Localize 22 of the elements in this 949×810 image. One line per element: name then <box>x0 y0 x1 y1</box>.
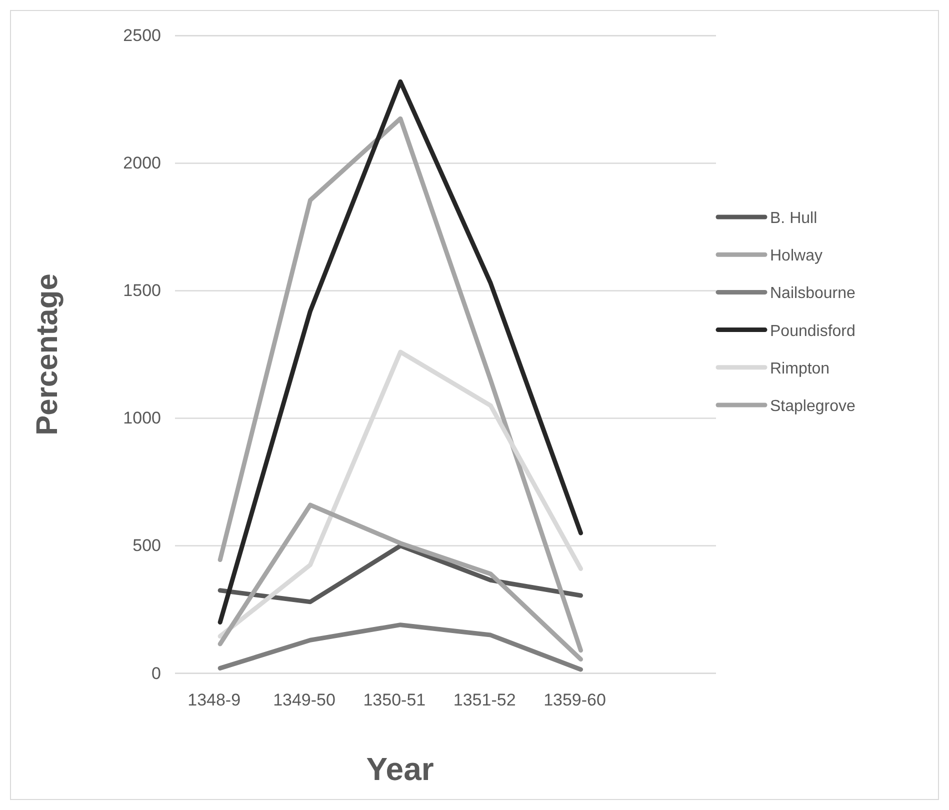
x-tick-label: 1351-52 <box>453 690 516 710</box>
legend-label: B. Hull <box>770 210 818 227</box>
x-tick-label: 1349-50 <box>273 690 336 710</box>
line-series <box>218 544 583 604</box>
legend-label: Poundisford <box>770 322 856 340</box>
x-tick-label: 1350-51 <box>363 690 426 710</box>
line-series <box>218 502 583 662</box>
legend-label: Holway <box>770 248 822 265</box>
y-tick-label: 1000 <box>123 408 161 428</box>
legend-label: Rimpton <box>770 360 830 378</box>
line-series <box>218 622 583 672</box>
x-tick-label: 1359-60 <box>544 690 606 710</box>
y-axis-title: Percentage <box>31 274 64 436</box>
y-tick-label: 500 <box>132 536 161 556</box>
y-tick-label: 0 <box>152 664 161 683</box>
y-tick-label: 2000 <box>123 154 161 173</box>
y-tick-label: 2500 <box>123 26 161 46</box>
legend-label: Nailsbourne <box>770 285 856 302</box>
x-tick-label: 1348-9 <box>188 690 241 710</box>
x-axis-title: Year <box>366 751 434 787</box>
legend-label: Staplegrove <box>770 398 856 415</box>
y-tick-label: 1500 <box>123 281 161 300</box>
